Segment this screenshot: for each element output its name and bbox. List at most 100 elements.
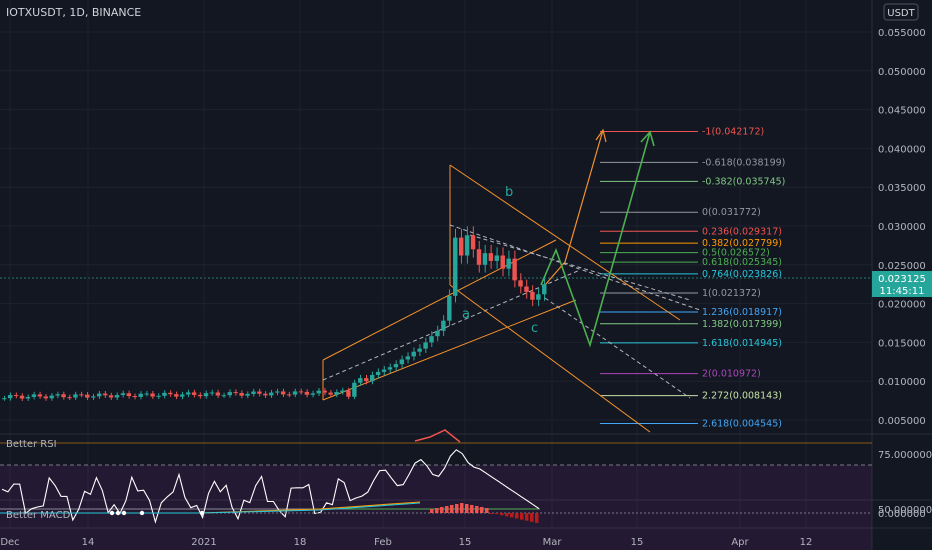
time-tick: Dec [0, 537, 19, 548]
candle [458, 237, 464, 256]
candle [73, 394, 78, 398]
candle [298, 391, 304, 393]
candle [96, 393, 102, 397]
macd-histogram-bar [510, 513, 514, 518]
candle [286, 394, 292, 396]
channel-mid [322, 269, 581, 381]
time-tick: Apr [731, 537, 749, 548]
time-tick: 15 [631, 537, 644, 548]
falling-lower [449, 284, 651, 433]
macd-histogram-bar [450, 505, 454, 513]
candle [257, 391, 262, 394]
candle [102, 393, 108, 396]
wave-label: b [505, 185, 513, 200]
candle [542, 284, 547, 295]
candle [494, 255, 500, 261]
candle [31, 394, 37, 397]
macd-histogram-bar [455, 504, 459, 513]
time-axis: Dec 14 2021 18 Feb 15 Mar 15 Apr 12 [0, 537, 812, 548]
candle [263, 393, 268, 396]
candle [346, 390, 351, 397]
candles [2, 226, 547, 401]
candle [518, 280, 523, 287]
candle [2, 398, 7, 400]
time-tick: 14 [82, 537, 95, 548]
rsi-title: Better RSI [6, 439, 57, 450]
candle [393, 364, 399, 368]
macd-histogram-bar [515, 513, 519, 519]
fib-label: -0.618(0.038199) [702, 157, 785, 168]
candle [215, 392, 221, 396]
fib-label: 2(0.010972) [702, 369, 761, 380]
macd-cross-dot [115, 510, 121, 516]
macd-histogram-bar [430, 509, 434, 513]
fib-label: 0.764(0.023826) [702, 269, 782, 280]
candle [387, 367, 393, 370]
macd-histogram-bar [500, 513, 504, 516]
symbol-title: IOTXUSDT, 1D, BINANCE [6, 6, 141, 19]
orange-arrowhead [595, 128, 607, 143]
macd-cross-dot [109, 510, 115, 516]
fib-label: 1.618(0.014945) [702, 338, 782, 349]
macd-histogram-bar [495, 513, 499, 515]
macd-histogram-bar [520, 513, 524, 520]
candle [25, 396, 31, 399]
price-tick: 0.020000 [878, 300, 926, 311]
candle [168, 392, 173, 395]
candle [482, 253, 488, 265]
candle [322, 390, 327, 393]
macd-tick: 0.000000 [878, 509, 926, 520]
candle [174, 394, 179, 397]
candle [530, 291, 535, 300]
fib-label: 1.236(0.018917) [702, 307, 782, 318]
rsi-line [1, 449, 540, 524]
candle [399, 359, 405, 365]
macd-histogram-bar [440, 507, 444, 513]
candle [417, 348, 422, 352]
currency-button[interactable] [883, 3, 919, 21]
countdown: 11:45:11 [880, 286, 925, 297]
candle [381, 369, 387, 372]
candle [114, 395, 120, 398]
macd-histogram-bar [490, 513, 494, 514]
candle [221, 395, 227, 397]
candle [144, 393, 149, 395]
price-tick: 0.025000 [878, 261, 926, 272]
last-price: 0.023125 [878, 274, 926, 285]
macd-line [0, 502, 421, 514]
last-price-tag: 0.023125 11:45:11 [872, 271, 932, 297]
time-tick: 12 [800, 537, 813, 548]
candle [411, 351, 416, 357]
fib-label: 1(0.021372) [702, 288, 761, 299]
candle [245, 393, 250, 396]
price-tick: 0.030000 [878, 222, 926, 233]
time-tick: 2021 [191, 537, 216, 548]
candle [405, 356, 410, 360]
price-tick: 0.040000 [878, 144, 926, 155]
orange-projection [544, 129, 604, 286]
fib-label: 1.382(0.017399) [702, 319, 782, 330]
candle [61, 394, 66, 398]
channel-lower [322, 299, 577, 401]
fib-label: 2.272(0.008143) [702, 391, 782, 402]
candle [138, 393, 143, 397]
macd-title: Better MACD [6, 510, 71, 521]
candle [328, 392, 333, 395]
candle [108, 395, 114, 398]
candle [269, 392, 274, 396]
time-tick: 15 [459, 537, 472, 548]
candle [19, 395, 25, 399]
fib-levels: -1(0.042172) -0.618(0.038199) -0.382(0.035… [600, 127, 785, 430]
candle [156, 395, 161, 397]
candle [423, 342, 428, 349]
dashed-trend [469, 234, 691, 301]
falling-mid [449, 224, 701, 311]
time-tick: Mar [543, 537, 563, 548]
candle [358, 378, 363, 383]
candle [435, 330, 440, 337]
fib-label: 0.382(0.027799) [702, 238, 782, 249]
candle [91, 396, 96, 398]
